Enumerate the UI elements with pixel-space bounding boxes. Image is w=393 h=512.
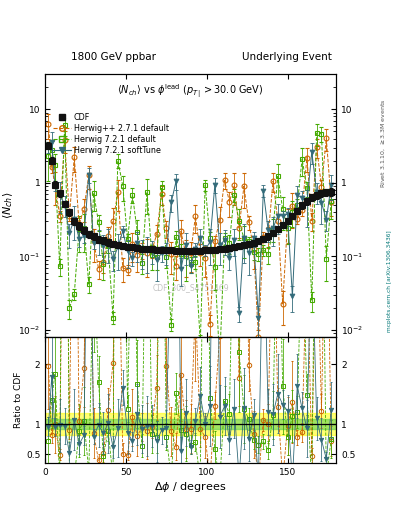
Text: mcplots.cern.ch [arXiv:1306.3436]: mcplots.cern.ch [arXiv:1306.3436] — [387, 231, 391, 332]
Y-axis label: $\langle N_{ch}\rangle$: $\langle N_{ch}\rangle$ — [2, 192, 15, 220]
Text: $\langle N_{ch}\rangle$ vs $\phi^{\rm lead}\ (p_{T\,|\,}>30.0\ \rm GeV)$: $\langle N_{ch}\rangle$ vs $\phi^{\rm le… — [118, 82, 264, 100]
X-axis label: $\Delta\phi$ / degrees: $\Delta\phi$ / degrees — [154, 480, 227, 494]
Text: CDF_300_S4751469: CDF_300_S4751469 — [152, 284, 229, 292]
Legend: CDF, Herwig++ 2.7.1 default, Herwig 7.2.1 default, Herwig 7.2.1 softTune: CDF, Herwig++ 2.7.1 default, Herwig 7.2.… — [52, 113, 170, 156]
Text: Underlying Event: Underlying Event — [242, 52, 332, 62]
Text: Rivet 3.1.10, $\geq$3.3M events: Rivet 3.1.10, $\geq$3.3M events — [379, 98, 387, 188]
Text: 1800 GeV ppbar: 1800 GeV ppbar — [71, 52, 156, 62]
Y-axis label: Ratio to CDF: Ratio to CDF — [14, 372, 23, 429]
